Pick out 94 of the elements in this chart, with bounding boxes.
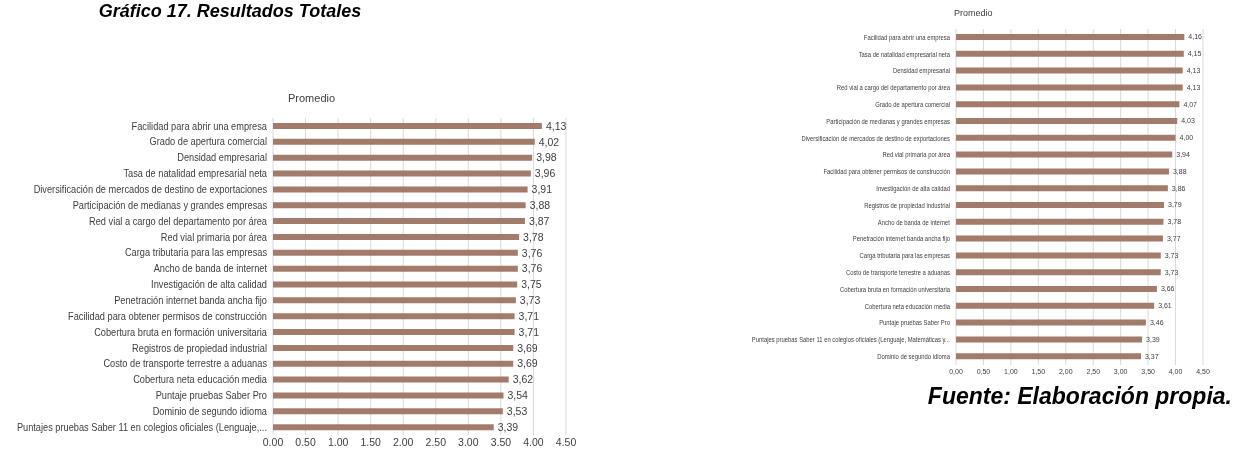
bar <box>956 185 1168 192</box>
bar <box>273 424 494 431</box>
bar <box>273 154 533 161</box>
data-label: 3,53 <box>506 405 528 418</box>
bar <box>956 168 1169 175</box>
bar <box>273 218 525 225</box>
source-note: Fuente: Elaboración propia. <box>927 383 1232 411</box>
y-tick-label: Penetración internet banda ancha fijo <box>114 294 268 307</box>
bar <box>956 302 1155 309</box>
data-label: 4,02 <box>538 135 560 148</box>
data-label: 3,75 <box>521 278 542 291</box>
bar <box>273 297 516 304</box>
x-tick-label: 1.00 <box>327 436 349 449</box>
bar <box>956 319 1146 326</box>
bar <box>956 235 1163 242</box>
data-label: 3,54 <box>507 389 529 402</box>
data-label: 3,87 <box>528 214 550 227</box>
y-tick-label: Facilidad para obtener permisos de construcción <box>68 310 267 322</box>
bar <box>956 353 1141 360</box>
bar <box>956 269 1161 276</box>
bar <box>956 134 1176 141</box>
bar <box>273 265 518 272</box>
data-label: 3,76 <box>521 262 543 275</box>
y-tick-label: Diversificación de mercados de destino de exportaciones <box>33 183 268 196</box>
data-label: 3,71 <box>518 325 540 338</box>
bar <box>273 281 518 288</box>
y-tick-label: Investigación de alta calidad <box>151 278 267 291</box>
bar <box>956 286 1157 292</box>
bar <box>273 202 526 209</box>
y-tick-label: Cobertura neta educación media <box>133 373 268 386</box>
bar <box>273 408 503 415</box>
bar <box>956 101 1180 108</box>
bar <box>956 336 1143 343</box>
data-label: 4,13 <box>545 119 567 132</box>
data-label: 3,69 <box>517 341 538 354</box>
data-label: 3,62 <box>512 373 534 386</box>
bar <box>956 118 1178 124</box>
y-tick-label: Dominio de segundo idioma <box>152 405 268 418</box>
y-tick-label: Carga tributaria para las empresas <box>124 246 268 259</box>
bar <box>273 313 515 320</box>
x-tick-label: 2.50 <box>425 436 447 449</box>
chart-title: Gráfico 17. Resultados Totales <box>97 1 363 23</box>
x-tick-label: 2.00 <box>393 436 414 449</box>
data-label: 3,98 <box>536 151 557 164</box>
data-label: 3,96 <box>534 167 556 180</box>
y-tick-label: Red vial primaria por área <box>160 230 268 243</box>
y-tick-label: Cobertura bruta en formación universitaria <box>94 326 268 338</box>
x-tick-label: 4.00 <box>523 436 544 449</box>
y-tick-label: Costo de transporte terrestre a aduanas <box>103 357 268 370</box>
bar <box>956 67 1183 74</box>
bar <box>956 252 1161 259</box>
y-tick-label: Tasa de natalidad empresarial neta <box>123 167 268 180</box>
bar <box>273 392 504 399</box>
bar <box>956 151 1173 158</box>
bar <box>273 170 531 177</box>
bar <box>273 233 520 240</box>
data-label: 3,91 <box>531 183 553 196</box>
y-tick-label: Densidad empresarial <box>177 151 267 164</box>
x-tick-label: 3.50 <box>490 436 512 449</box>
x-tick-label: 4.50 <box>555 436 577 449</box>
data-label: 3,73 <box>519 294 541 307</box>
data-label: 3,78 <box>523 230 544 243</box>
data-label: 3,88 <box>529 198 551 211</box>
bar <box>956 202 1165 208</box>
bar <box>273 376 509 383</box>
y-tick-label: Ancho de banda de internet <box>153 262 268 275</box>
bar <box>273 344 514 351</box>
chart-title: Promedio <box>954 8 993 19</box>
bar <box>273 186 528 193</box>
x-tick-label: 0.00 <box>262 436 284 449</box>
bar <box>956 84 1183 91</box>
bar <box>273 360 514 367</box>
x-tick-label: 3.00 <box>458 436 479 449</box>
y-tick-label: Facilidad para abrir una empresa <box>131 120 268 132</box>
bar <box>956 218 1164 225</box>
y-tick-label: Puntaje pruebas Saber Pro <box>155 389 268 402</box>
bar <box>273 329 515 336</box>
bar <box>273 123 542 129</box>
x-tick-label: 1.50 <box>360 436 382 449</box>
y-tick-label: Red vial a cargo del departamento por área <box>89 215 268 227</box>
bar <box>273 249 518 256</box>
data-label: 3,69 <box>517 357 538 370</box>
y-tick-label: Grado de apertura comercial <box>149 135 267 148</box>
data-label: 3,71 <box>518 309 540 322</box>
y-tick-label: Puntajes pruebas Saber 11 en colegios oficiales (Lenguaje,... <box>16 421 267 433</box>
chart-subtitle: Promedio <box>288 92 336 106</box>
data-label: 3,39 <box>497 420 519 433</box>
x-tick-label: 0.50 <box>295 436 316 449</box>
bar <box>273 138 535 145</box>
bar <box>956 34 1185 40</box>
y-tick-label: Registros de propiedad industrial <box>132 341 267 354</box>
data-label: 3,76 <box>521 246 543 259</box>
y-tick-label: Participación de medianas y grandes empresas <box>72 199 268 211</box>
bar <box>956 50 1184 57</box>
